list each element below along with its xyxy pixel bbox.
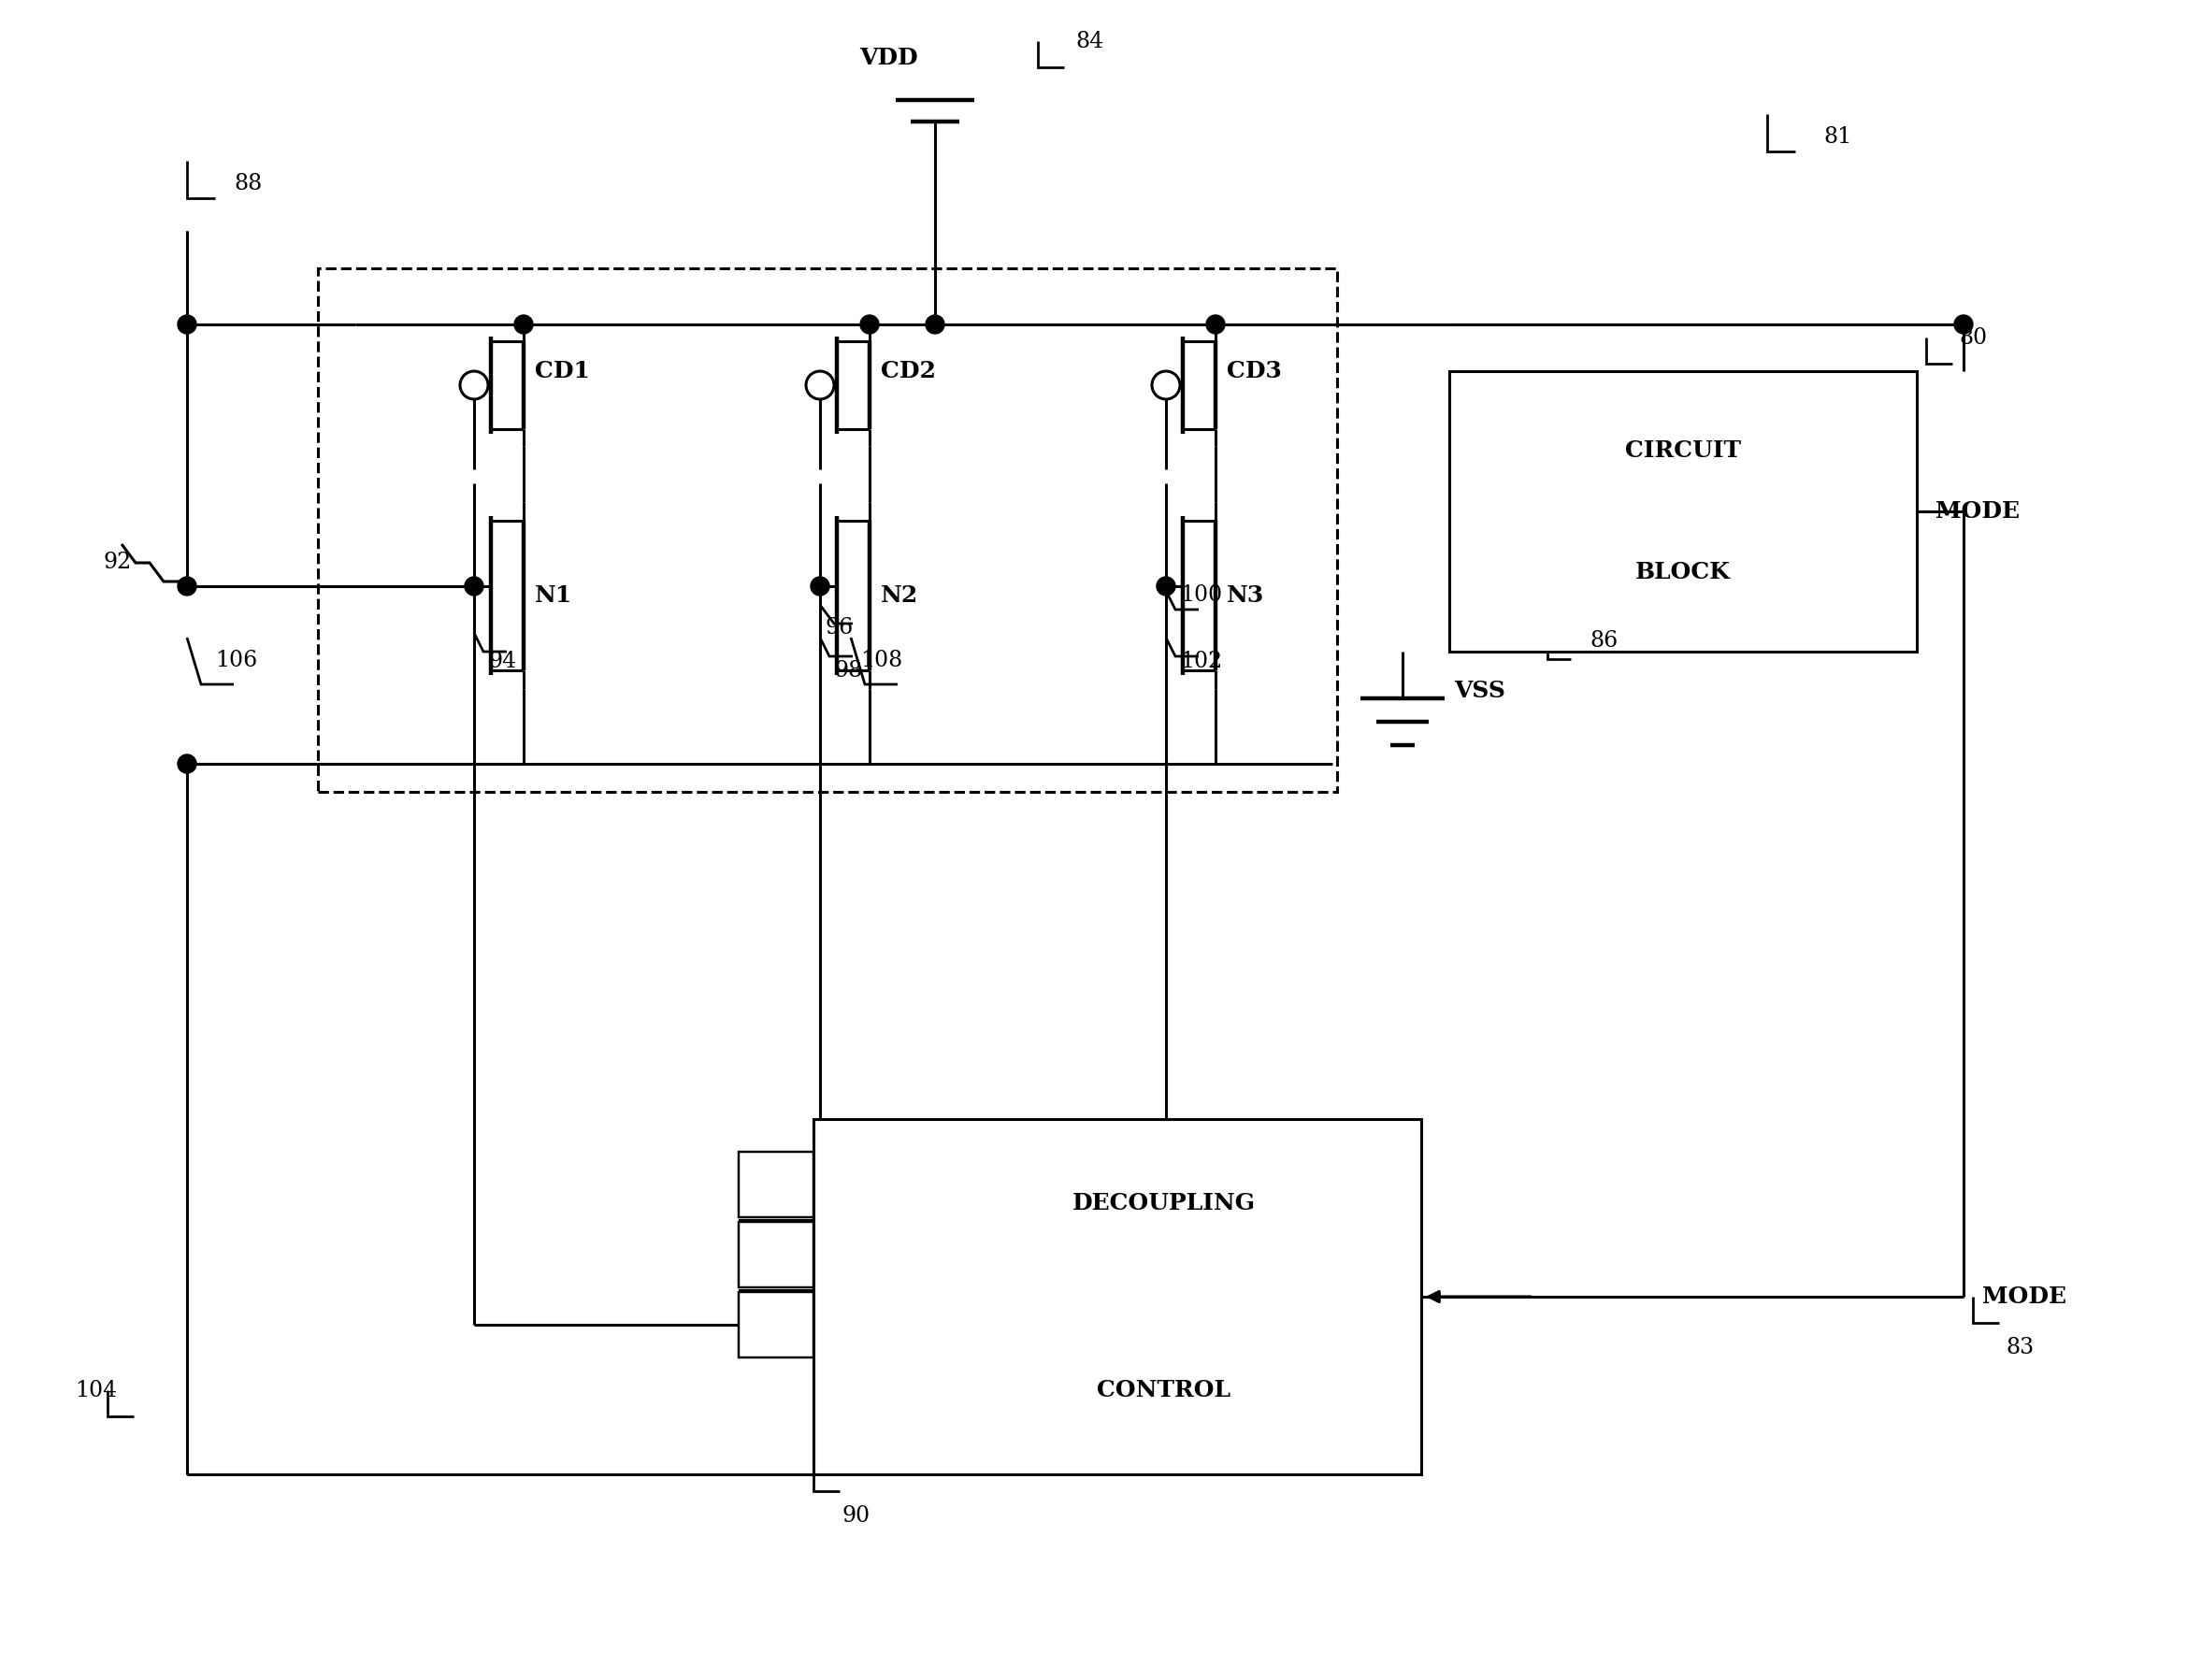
Text: MODE: MODE: [1935, 501, 2019, 522]
Text: CC2: CC2: [746, 1243, 800, 1265]
Text: 102: 102: [1181, 650, 1223, 672]
Text: 108: 108: [859, 650, 903, 672]
Circle shape: [464, 576, 483, 595]
Circle shape: [177, 754, 197, 773]
Circle shape: [1157, 576, 1174, 595]
Text: 98: 98: [833, 660, 862, 680]
Text: MODE: MODE: [1981, 1285, 2067, 1309]
Circle shape: [811, 576, 829, 595]
Text: 92: 92: [103, 553, 131, 573]
Text: N3: N3: [1227, 585, 1264, 606]
Text: N1: N1: [536, 585, 573, 606]
Text: 83: 83: [2005, 1337, 2034, 1359]
Bar: [739, 1221, 814, 1287]
Text: CONTROL: CONTROL: [1098, 1379, 1231, 1401]
Circle shape: [177, 316, 197, 334]
Bar: [317, 269, 1336, 791]
Text: VDD: VDD: [859, 47, 919, 69]
Text: CC3: CC3: [746, 1173, 800, 1196]
Text: CD2: CD2: [881, 360, 936, 383]
Text: 88: 88: [234, 173, 262, 195]
Circle shape: [925, 316, 945, 334]
Text: 81: 81: [1824, 126, 1852, 148]
Text: DECOUPLING: DECOUPLING: [1072, 1193, 1255, 1215]
Text: 80: 80: [1960, 328, 1988, 349]
Text: 84: 84: [1076, 32, 1104, 52]
Text: 104: 104: [74, 1379, 118, 1401]
Text: CD3: CD3: [1227, 360, 1282, 383]
Text: VSS: VSS: [1454, 680, 1505, 702]
Text: BLOCK: BLOCK: [1636, 561, 1730, 583]
Circle shape: [1955, 316, 1973, 334]
Text: CC1: CC1: [746, 1314, 800, 1336]
Text: 90: 90: [842, 1505, 870, 1527]
Bar: [1450, 371, 1916, 652]
Circle shape: [1207, 316, 1225, 334]
Text: 106: 106: [214, 650, 258, 672]
Text: 100: 100: [1181, 585, 1223, 606]
Bar: [814, 1119, 1422, 1475]
Text: 96: 96: [824, 618, 853, 638]
Bar: [739, 1152, 814, 1218]
Text: 86: 86: [1590, 630, 1618, 652]
Circle shape: [177, 576, 197, 595]
Circle shape: [514, 316, 534, 334]
Bar: [739, 1292, 814, 1357]
Text: 94: 94: [488, 650, 516, 672]
Text: CIRCUIT: CIRCUIT: [1625, 440, 1741, 462]
Circle shape: [859, 316, 879, 334]
Text: N2: N2: [881, 585, 919, 606]
Text: CD1: CD1: [536, 360, 590, 383]
